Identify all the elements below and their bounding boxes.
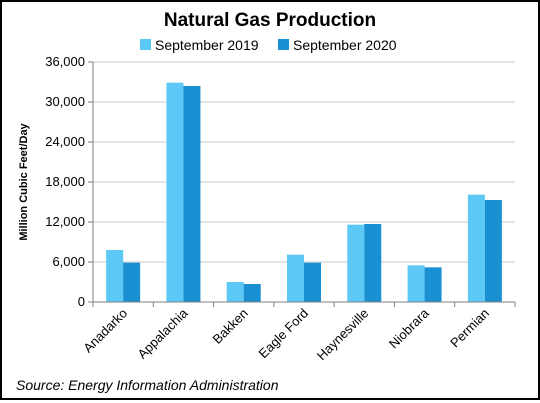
y-axis-ticks: 0 6,000 12,000 18,000 24,000 30,000 36,000 xyxy=(45,54,93,309)
legend-label-1: September 2019 xyxy=(155,37,259,53)
bars xyxy=(106,82,502,303)
legend-swatch-2 xyxy=(278,39,289,50)
y-tick-label: 0 xyxy=(78,294,85,309)
x-category-label: Bakken xyxy=(210,306,251,347)
x-category-label: Eagle Ford xyxy=(256,306,312,362)
bar-chart: Natural Gas Production September 2019 Sep… xyxy=(16,10,516,393)
y-axis-title: Million Cubic Feet/Day xyxy=(18,122,30,240)
y-tick-label: 36,000 xyxy=(45,54,85,69)
bar-niobrara-1 xyxy=(407,265,425,302)
x-category-label: Haynesville xyxy=(314,306,372,364)
x-category-label: Permian xyxy=(447,306,492,351)
y-tick-label: 18,000 xyxy=(45,174,85,189)
x-axis-labels: Anadarko Appalachia Bakken Eagle Ford Haynes… xyxy=(80,302,516,364)
bar-anadarko-1 xyxy=(106,250,124,302)
bar-bakken-2 xyxy=(243,284,261,302)
x-category-label: Appalachia xyxy=(134,305,191,362)
bar-eagle-ford-1 xyxy=(287,254,304,302)
bar-haynesville-1 xyxy=(347,224,365,302)
legend: September 2019 September 2020 xyxy=(140,37,397,53)
bar-niobrara-2 xyxy=(424,267,442,302)
legend-swatch-1 xyxy=(140,39,151,50)
axes xyxy=(92,62,515,303)
bar-appalachia-2 xyxy=(183,86,201,302)
y-tick-label: 6,000 xyxy=(52,254,85,269)
bar-bakken-1 xyxy=(226,282,244,302)
legend-label-2: September 2020 xyxy=(293,37,397,53)
y-tick-label: 24,000 xyxy=(45,134,85,149)
x-category-label: Niobrara xyxy=(386,305,432,351)
source-note: Source: Energy Information Administratio… xyxy=(16,377,279,393)
bar-permian-1 xyxy=(467,194,485,302)
x-category-label: Anadarko xyxy=(80,306,130,356)
bar-eagle-ford-2 xyxy=(304,262,321,302)
bar-anadarko-2 xyxy=(123,262,141,302)
chart-title: Natural Gas Production xyxy=(164,10,376,31)
y-tick-label: 30,000 xyxy=(45,94,85,109)
bar-appalachia-1 xyxy=(166,82,184,303)
bar-permian-2 xyxy=(484,200,502,302)
gridlines xyxy=(93,61,515,263)
bar-haynesville-2 xyxy=(364,224,382,302)
y-tick-label: 12,000 xyxy=(45,214,85,229)
